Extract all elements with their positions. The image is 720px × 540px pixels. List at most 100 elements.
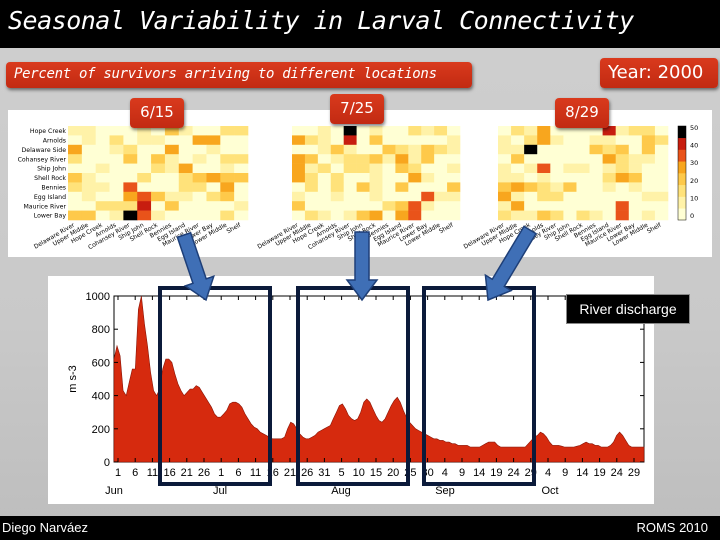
heatmap-cell: [192, 163, 207, 174]
heatmap-cell: [356, 210, 370, 221]
author-name: Diego Narváez: [2, 520, 88, 535]
x-tick-label: 15: [370, 467, 382, 479]
heatmap-cell: [654, 191, 669, 202]
heatmap-cell: [151, 163, 166, 174]
heatmap-cell: [382, 210, 396, 221]
heatmap-cell: [524, 163, 538, 174]
heatmap-cell: [408, 154, 422, 164]
colorbar-segment: [678, 126, 686, 139]
heatmap-cell: [395, 173, 409, 183]
month-label: Jun: [105, 485, 123, 497]
heatmap-cell: [304, 126, 319, 136]
heatmap-cell: [220, 182, 235, 193]
heatmap-cell: [563, 201, 577, 211]
heatmap-cell: [151, 144, 166, 155]
heatmap-cell: [654, 182, 669, 193]
heatmap-cell: [615, 173, 630, 183]
heatmap-cell: [563, 182, 577, 193]
heatmap-cell: [408, 182, 422, 193]
colorbar-tick-label: 0: [690, 212, 694, 220]
heatmap-cell: [408, 173, 422, 183]
heatmap-cell: [447, 173, 461, 183]
heatmap-cell: [206, 182, 221, 193]
heatmap-cell: [178, 201, 193, 211]
heatmap-cell: [330, 126, 344, 136]
heatmap-cell: [563, 135, 577, 146]
source-label: ROMS 2010: [636, 520, 708, 535]
heatmap-cell: [220, 210, 235, 221]
heatmap-cell: [123, 201, 138, 211]
heatmap-cell: [382, 191, 396, 202]
heatmap-cell: [408, 126, 422, 136]
heatmap-cell: [395, 135, 409, 146]
colorbar-segment: [678, 161, 686, 174]
arrow-icon: [484, 225, 538, 302]
heatmap-cell: [498, 191, 512, 202]
heatmap-cell: [654, 126, 669, 136]
heatmap-cell: [369, 191, 383, 202]
heatmap-cell: [292, 173, 306, 183]
heatmap-cell: [330, 210, 344, 221]
heatmap-cell: [524, 154, 538, 164]
heatmap-cell: [81, 201, 96, 211]
heatmap-cell: [178, 144, 193, 155]
heatmap-cell: [164, 154, 180, 164]
heatmap-cell: [164, 210, 180, 221]
heatmap-cell: [524, 135, 538, 146]
heatmap-cell: [68, 163, 83, 174]
heatmap-cell: [304, 191, 319, 202]
heatmap-cell: [576, 163, 590, 174]
heatmap-row-label: Ship John: [37, 166, 66, 173]
heatmap-cell: [343, 144, 357, 155]
month-label: Jul: [213, 485, 227, 497]
heatmap-cell: [292, 144, 306, 155]
heatmap-cell: [178, 173, 193, 183]
heatmap-cell: [550, 163, 564, 174]
heatmap-cell: [192, 173, 207, 183]
heatmap-cell: [421, 201, 435, 211]
heatmap-cell: [537, 144, 551, 155]
heatmap-cell: [330, 173, 344, 183]
heatmap-cell: [498, 126, 512, 136]
heatmap-cell: [95, 144, 110, 155]
y-tick-label: 800: [92, 324, 110, 336]
heatmap-cell: [628, 210, 643, 221]
heatmap-cell: [628, 144, 643, 155]
heatmap-cell: [304, 135, 319, 146]
heatmap-cell: [654, 201, 669, 211]
heatmap-cell: [550, 154, 564, 164]
heatmap-cell: [206, 210, 221, 221]
heatmap-cell: [109, 126, 124, 136]
x-tick-label: 24: [611, 467, 623, 479]
heatmap-cell: [511, 210, 525, 221]
heatmap-cell: [395, 163, 409, 174]
heatmap-cell: [109, 201, 124, 211]
heatmap-row-label: Shell Rock: [34, 175, 66, 182]
heatmap-row-label: Maurice River: [23, 203, 66, 210]
heatmap-cell: [123, 126, 138, 136]
arrow-icon: [345, 231, 379, 302]
heatmap-cell: [123, 182, 138, 193]
heatmap-cell: [151, 201, 166, 211]
heatmap-cell: [382, 173, 396, 183]
heatmap-cell: [137, 173, 152, 183]
heatmap-cell: [602, 126, 616, 136]
heatmap-cell: [356, 144, 370, 155]
heatmap-cell: [447, 144, 461, 155]
x-tick-label: 16: [163, 467, 175, 479]
heatmap-cell: [109, 154, 124, 164]
y-tick-label: 0: [104, 457, 110, 469]
heatmap-cell: [81, 163, 96, 174]
colorbar-frame: [677, 125, 687, 221]
heatmap-row-label: Lower Bay: [34, 213, 67, 220]
heatmap-cell: [602, 182, 616, 193]
heatmap-cell: [178, 154, 193, 164]
heatmap-row-label: Cohansey River: [18, 156, 67, 163]
colorbar-tick-label: 20: [690, 177, 698, 185]
heatmap-cell: [343, 201, 357, 211]
heatmap-cell: [123, 163, 138, 174]
heatmap-cell: [563, 210, 577, 221]
